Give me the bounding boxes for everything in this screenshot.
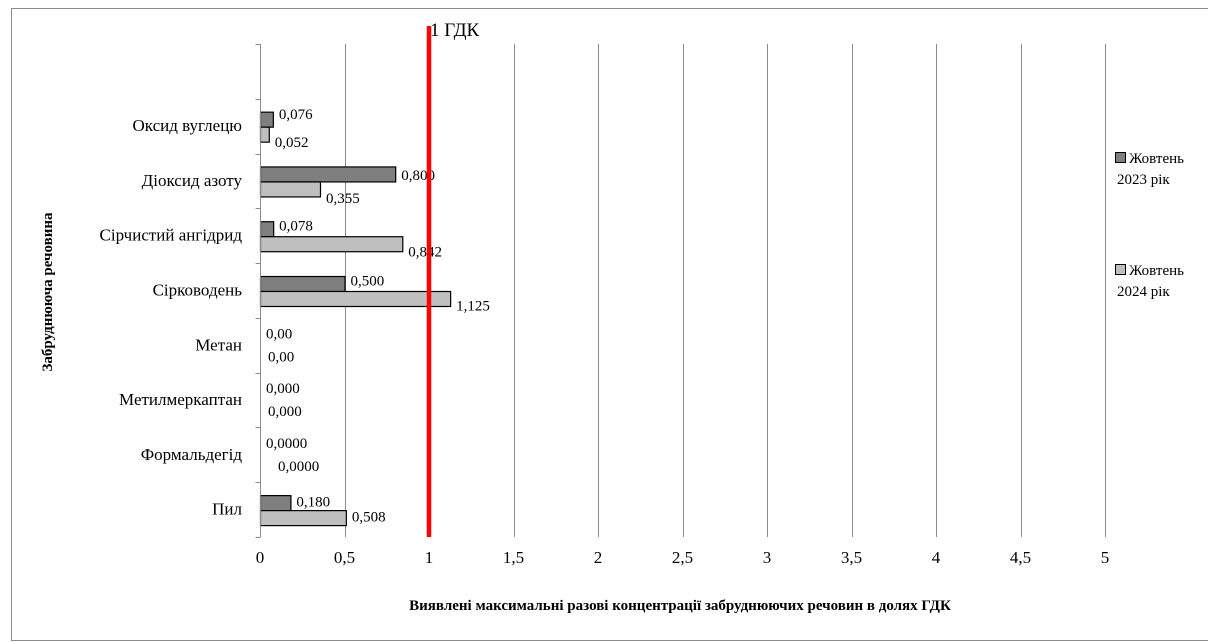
data-label: 0,076: [279, 107, 313, 123]
x-tick-label: 3,5: [841, 548, 862, 567]
x-axis-title: Виявлені максимальні разові концентрації…: [409, 598, 951, 614]
category-label: Оксид вуглецю: [132, 116, 242, 135]
x-tick-label: 1: [425, 548, 434, 567]
data-label: 0,508: [352, 510, 386, 526]
chart-frame: [11, 8, 1208, 641]
legend-swatch: [1115, 264, 1126, 275]
y-axis-title: Забруднююча речовина: [40, 212, 56, 372]
data-label: 0,0000: [278, 459, 319, 475]
legend-label: Жовтень: [1129, 151, 1184, 167]
category-label: Метилмеркаптан: [119, 390, 242, 409]
data-label: 0,000: [266, 381, 300, 397]
data-labels: 0,076 0,052 0,800 0,355 0,078 0,842 0,500 1,125…: [266, 107, 490, 525]
x-tick-label: 0,5: [334, 548, 355, 567]
axes: 0 0,5 1 1,5 2 2,5 3 3,5 4 4,5 5 Оксид вуглецю Діокси…: [100, 44, 1110, 567]
data-label: 0,500: [351, 274, 385, 290]
x-tick-label: 0: [256, 548, 265, 567]
legend: Жовтень 2023 рік Жовтень 2024 рік: [1115, 151, 1184, 300]
x-tick-label: 1,5: [503, 548, 524, 567]
bar-2023: [259, 275, 346, 293]
bars: [259, 111, 452, 527]
legend-label: Жовтень: [1129, 263, 1184, 279]
data-label: 0,842: [408, 245, 442, 261]
data-label: 0,0000: [266, 436, 307, 452]
x-tick-label: 3: [763, 548, 772, 567]
x-tick-label: 2,5: [672, 548, 693, 567]
x-tick-label: 5: [1101, 548, 1110, 567]
x-tick-label: 4,5: [1010, 548, 1031, 567]
bar-2024: [259, 181, 322, 198]
x-tick-label: 4: [932, 548, 941, 567]
legend-label: 2023 рік: [1117, 172, 1170, 188]
reference-line-group: 1 ГДК: [426, 20, 480, 537]
data-label: 0,078: [279, 219, 313, 235]
data-label: 0,355: [326, 191, 360, 207]
data-label: 0,052: [275, 135, 309, 151]
legend-label: 2024 рік: [1117, 284, 1170, 300]
bar-2024: [259, 126, 270, 143]
category-label: Сірководень: [153, 281, 243, 300]
bar-2023: [259, 495, 292, 512]
bar-2024: [259, 510, 347, 527]
data-label: 0,000: [268, 404, 302, 420]
category-label: Формальдегід: [141, 445, 243, 464]
legend-swatch: [1115, 152, 1126, 163]
bar-2023: [259, 221, 275, 238]
category-label: Діоксид азоту: [142, 171, 243, 190]
data-label: 0,00: [268, 349, 294, 365]
category-label: Метан: [195, 335, 242, 354]
bar-2024: [259, 236, 404, 253]
x-tick-label: 2: [594, 548, 603, 567]
data-label: 0,00: [266, 326, 292, 342]
bar-2023: [259, 111, 274, 128]
category-label: Пил: [212, 500, 242, 519]
bar-2023: [259, 166, 397, 183]
bar-2024: [259, 290, 452, 308]
category-label: Сірчистий ангідрид: [100, 226, 243, 245]
data-label: 0,180: [296, 495, 330, 511]
data-label: 1,125: [456, 299, 490, 315]
data-label: 0,800: [401, 168, 435, 184]
reference-line-label: 1 ГДК: [430, 20, 480, 41]
